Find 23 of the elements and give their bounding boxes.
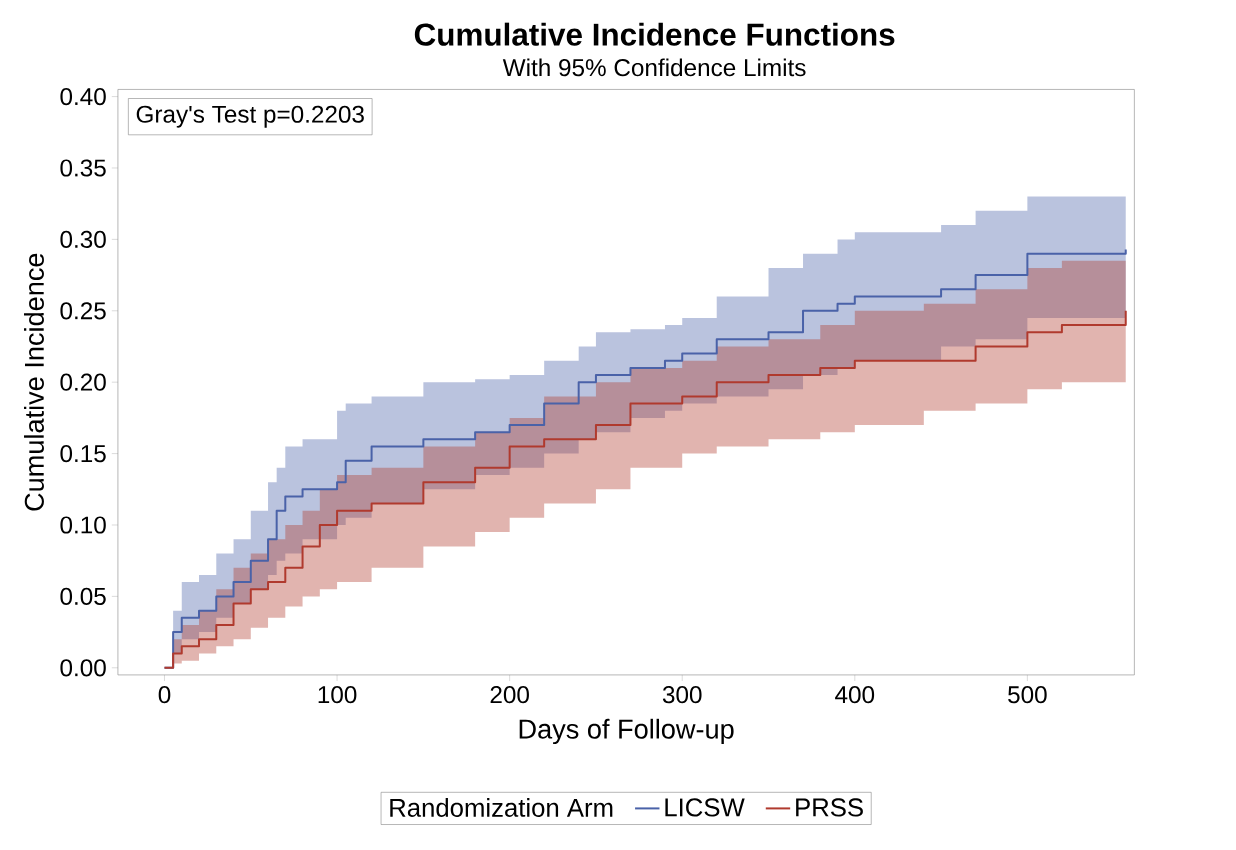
y-tick-label: 0.00: [60, 659, 106, 677]
x-tick-label: 100: [318, 686, 357, 704]
chart-subtitle: With 95% Confidence Limits: [502, 58, 806, 77]
x-tick-label: 0: [158, 686, 171, 704]
y-tick-label: 0.05: [60, 587, 106, 606]
y-tick-label: 0.25: [60, 302, 106, 320]
y-tick-label: 0.20: [60, 373, 106, 391]
x-tick-label: 400: [835, 686, 875, 704]
y-axis-title: Cumulative Incidence: [24, 253, 44, 511]
x-tick-label: 500: [1008, 686, 1047, 704]
y-tick-label: 0.40: [60, 88, 106, 106]
annotation: Gray's Test p=0.2203: [136, 105, 364, 128]
y-tick-label: 0.10: [60, 516, 106, 534]
chart-title: Cumulative Incidence Functions: [414, 22, 895, 46]
legend-label: LICSW: [665, 798, 745, 817]
x-tick-label: 300: [662, 686, 702, 704]
y-tick-label: 0.15: [60, 445, 106, 463]
x-tick-label: 200: [490, 686, 529, 704]
y-tick-label: 0.30: [60, 230, 106, 249]
y-tick-label: 0.35: [60, 159, 106, 177]
legend-title: Randomization Arm: [390, 798, 613, 818]
legend-label: PRSS: [796, 798, 863, 817]
x-axis-title: Days of Follow-up: [519, 718, 734, 745]
